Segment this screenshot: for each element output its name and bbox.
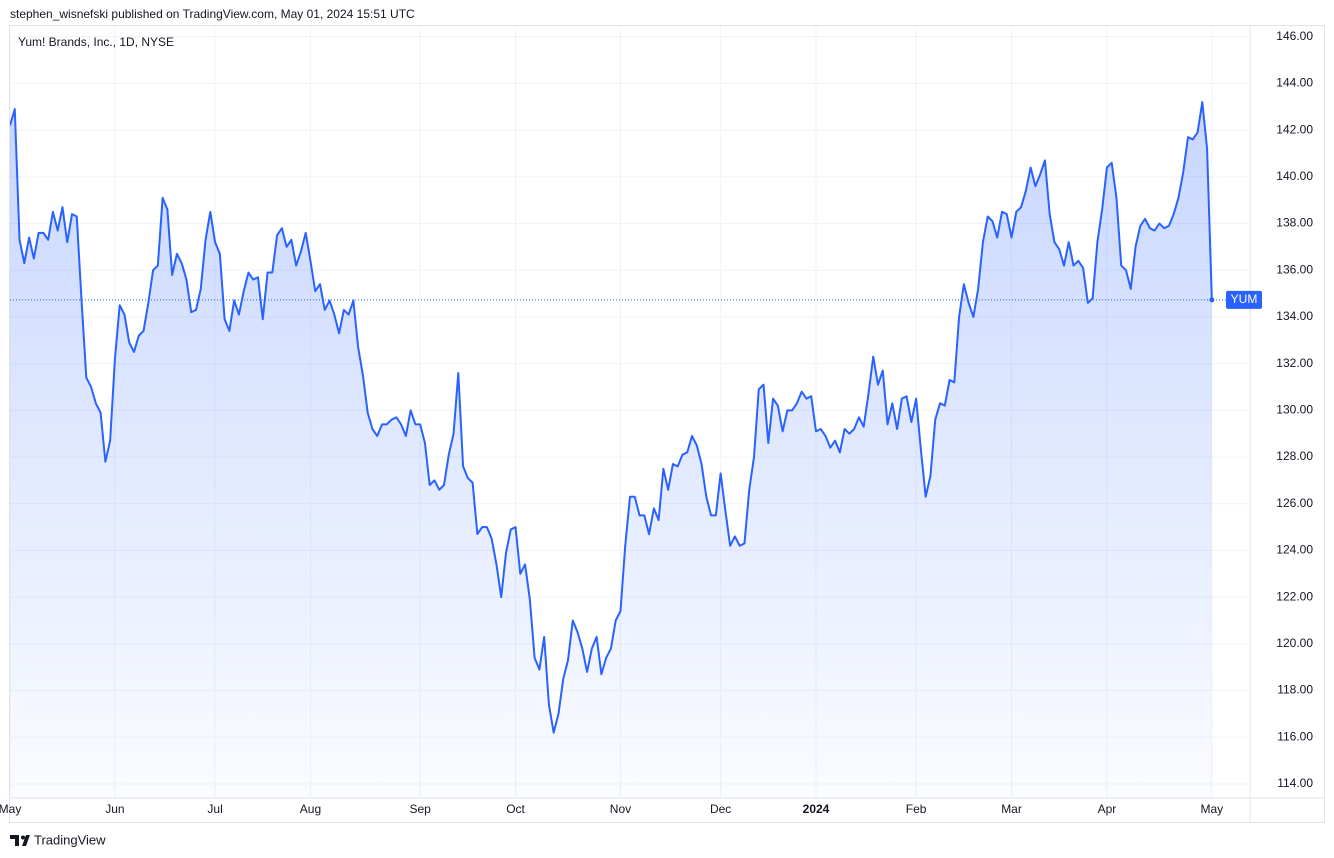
y-tick-label: 126.00 bbox=[1276, 496, 1313, 510]
logo-dot bbox=[21, 835, 25, 840]
y-tick-label: 146.00 bbox=[1276, 29, 1313, 43]
series-name: YUM bbox=[1231, 292, 1258, 306]
x-tick-label: Nov bbox=[610, 802, 631, 816]
publisher-note: stephen_wisnefski published on TradingVi… bbox=[10, 7, 415, 21]
x-tick-label: Sep bbox=[409, 802, 431, 816]
footer-brand: TradingView bbox=[34, 832, 106, 847]
area bbox=[10, 102, 1212, 798]
x-tick-label: Mar bbox=[1001, 802, 1022, 816]
x-tick-label: 2024 bbox=[803, 802, 830, 816]
x-tick-label: Aug bbox=[300, 802, 321, 816]
y-tick-label: 116.00 bbox=[1277, 729, 1313, 743]
y-tick-label: 136.00 bbox=[1276, 262, 1313, 276]
x-tick-label: Jul bbox=[207, 802, 222, 816]
x-tick-label: Feb bbox=[906, 802, 927, 816]
y-tick-label: 140.00 bbox=[1276, 169, 1313, 183]
logo-mark bbox=[10, 835, 19, 846]
x-tick-label: May bbox=[1201, 802, 1224, 816]
x-tick-label: Oct bbox=[506, 802, 525, 816]
y-tick-label: 124.00 bbox=[1276, 543, 1313, 557]
y-tick-label: 114.00 bbox=[1277, 776, 1313, 790]
chart-title: Yum! Brands, Inc., 1D, NYSE bbox=[18, 35, 174, 49]
price-line bbox=[10, 101, 1213, 734]
footer-logo: TradingView bbox=[10, 832, 106, 847]
series-badge bbox=[1226, 290, 1262, 309]
y-tick-label: 138.00 bbox=[1276, 216, 1313, 230]
x-tick-label: May bbox=[0, 802, 21, 816]
x-tick-label: Jun bbox=[105, 802, 124, 816]
y-tick-label: 134.00 bbox=[1276, 309, 1313, 323]
x-tick-label: Apr bbox=[1098, 802, 1117, 816]
y-tick-label: 132.00 bbox=[1276, 356, 1313, 370]
plot-area bbox=[10, 101, 1250, 798]
y-tick-label: 120.00 bbox=[1276, 636, 1313, 650]
last-point bbox=[1209, 297, 1215, 303]
y-tick-label: 118.00 bbox=[1277, 683, 1313, 697]
y-tick-label: 122.00 bbox=[1276, 589, 1313, 603]
y-tick-label: 128.00 bbox=[1276, 449, 1313, 463]
y-tick-label: 130.00 bbox=[1276, 403, 1313, 417]
x-tick-label: Dec bbox=[710, 802, 731, 816]
y-tick-label: 142.00 bbox=[1276, 122, 1313, 136]
axes: 114.00 116.00 118.00 120.00 122.00 124.00 126.… bbox=[0, 29, 1313, 816]
y-tick-label: 144.00 bbox=[1276, 76, 1313, 90]
logo-mark bbox=[22, 835, 30, 846]
pane-border bbox=[9, 25, 1325, 823]
